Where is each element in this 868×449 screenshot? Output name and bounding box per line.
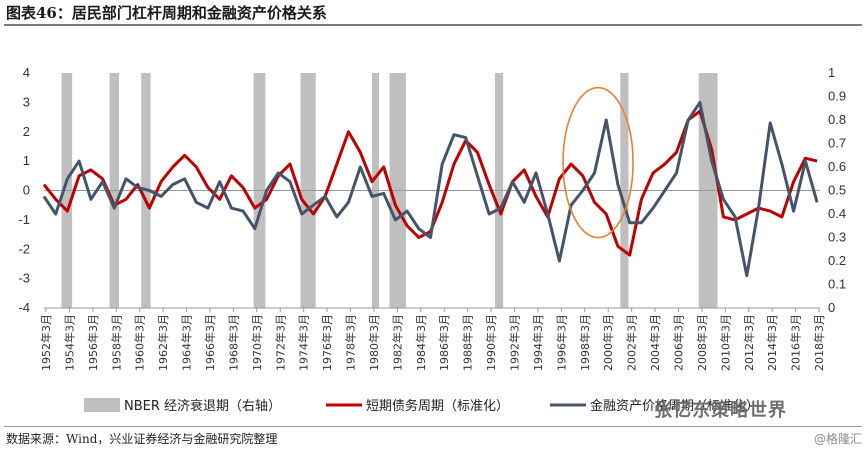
- legend-label-recession: NBER 经济衰退期（右轴）: [124, 398, 281, 414]
- x-tick-label: 2018年3月: [812, 314, 826, 371]
- y-right-tick-label: 0.9: [828, 89, 846, 104]
- x-tick-label: 2000年3月: [601, 314, 615, 371]
- y-right-tick-label: 0: [828, 300, 835, 315]
- y-left-tick-label: 1: [23, 153, 30, 168]
- x-tick-label: 1962年3月: [156, 314, 170, 371]
- title-divider: [4, 24, 862, 26]
- x-tick-label: 1982年3月: [390, 314, 404, 371]
- y-left-tick-label: 3: [23, 94, 30, 109]
- footer-divider: [4, 426, 862, 427]
- x-tick-label: 2004年3月: [648, 314, 662, 371]
- x-tick-label: 1992年3月: [508, 314, 522, 371]
- y-right-tick-label: 0.5: [828, 183, 846, 198]
- x-tick-label: 1990年3月: [484, 314, 498, 371]
- y-left-tick-label: -4: [18, 300, 30, 315]
- credit-text: @格隆汇: [813, 432, 862, 446]
- x-tick-label: 1958年3月: [109, 314, 123, 371]
- y-left-tick-label: -3: [18, 271, 30, 286]
- x-tick-label: 2002年3月: [625, 314, 639, 371]
- y-left-tick-label: 0: [23, 183, 30, 198]
- x-tick-label: 1960年3月: [133, 314, 147, 371]
- legend-label-debt: 短期债务周期（标准化）: [366, 398, 509, 414]
- y-right-tick-label: 1: [828, 65, 835, 80]
- y-right-tick-label: 0.1: [828, 277, 846, 292]
- x-tick-label: 1966年3月: [203, 314, 217, 371]
- y-right-tick-label: 0.3: [828, 230, 846, 245]
- x-tick-label: 2010年3月: [718, 314, 732, 371]
- x-tick-label: 1988年3月: [461, 314, 475, 371]
- legend-swatch-recession: [84, 398, 120, 412]
- legend-label-asset: 金融资产价格周期（标准化）: [590, 398, 759, 414]
- x-tick-label: 1954年3月: [62, 314, 76, 371]
- x-tick-label: 1964年3月: [180, 314, 194, 371]
- y-left-tick-label: -1: [18, 212, 30, 227]
- x-tick-label: 2008年3月: [695, 314, 709, 371]
- x-tick-label: 1980年3月: [367, 314, 381, 371]
- x-tick-label: 1974年3月: [297, 314, 311, 371]
- x-tick-label: 1956年3月: [86, 314, 100, 371]
- x-tick-label: 2012年3月: [742, 314, 756, 371]
- x-tick-label: 2006年3月: [672, 314, 686, 371]
- x-tick-label: 1952年3月: [39, 314, 53, 371]
- x-tick-label: 1984年3月: [414, 314, 428, 371]
- x-tick-label: 1986年3月: [437, 314, 451, 371]
- chart-title: 图表46：居民部门杠杆周期和金融资产价格关系: [6, 4, 327, 22]
- y-right-tick-label: 0.8: [828, 112, 846, 127]
- y-right-tick-label: 0.4: [828, 206, 846, 221]
- highlight-ellipse: [562, 86, 634, 239]
- y-right-tick-label: 0.2: [828, 253, 846, 268]
- chart-legend: NBER 经济衰退期（右轴） 短期债务周期（标准化） 金融资产价格周期（标准化）: [84, 398, 759, 414]
- x-tick-label: 1976年3月: [320, 314, 334, 371]
- y-right-tick-label: 0.6: [828, 159, 846, 174]
- x-tick-label: 1978年3月: [344, 314, 358, 371]
- y-left-tick-label: 2: [23, 124, 30, 139]
- x-tick-label: 1968年3月: [226, 314, 240, 371]
- y-left-tick-label: 4: [23, 65, 30, 80]
- x-tick-label: 1970年3月: [250, 314, 264, 371]
- y-right-tick-label: 0.7: [828, 136, 846, 151]
- x-tick-label: 1972年3月: [273, 314, 287, 371]
- x-tick-label: 1994年3月: [531, 314, 545, 371]
- chart-axes: 4 3 2 1 0 -1 -2 -3 -4 1 0.9 0.8 0.7 0.6 0.5 0.4 0.3 0.2 0.…: [18, 65, 846, 371]
- watermark-text: 张忆东策略世界: [654, 400, 787, 421]
- x-tick-label: 1998年3月: [578, 314, 592, 371]
- y-left-tick-label: -2: [18, 241, 30, 256]
- x-tick-label: 2014年3月: [765, 314, 779, 371]
- x-tick-label: 1996年3月: [554, 314, 568, 371]
- series-line-asset-price-cycle: [42, 100, 819, 278]
- x-tick-label: 2016年3月: [789, 314, 803, 371]
- source-note: 数据来源：Wind，兴业证券经济与金融研究院整理: [6, 432, 278, 446]
- series-lines: [42, 100, 819, 278]
